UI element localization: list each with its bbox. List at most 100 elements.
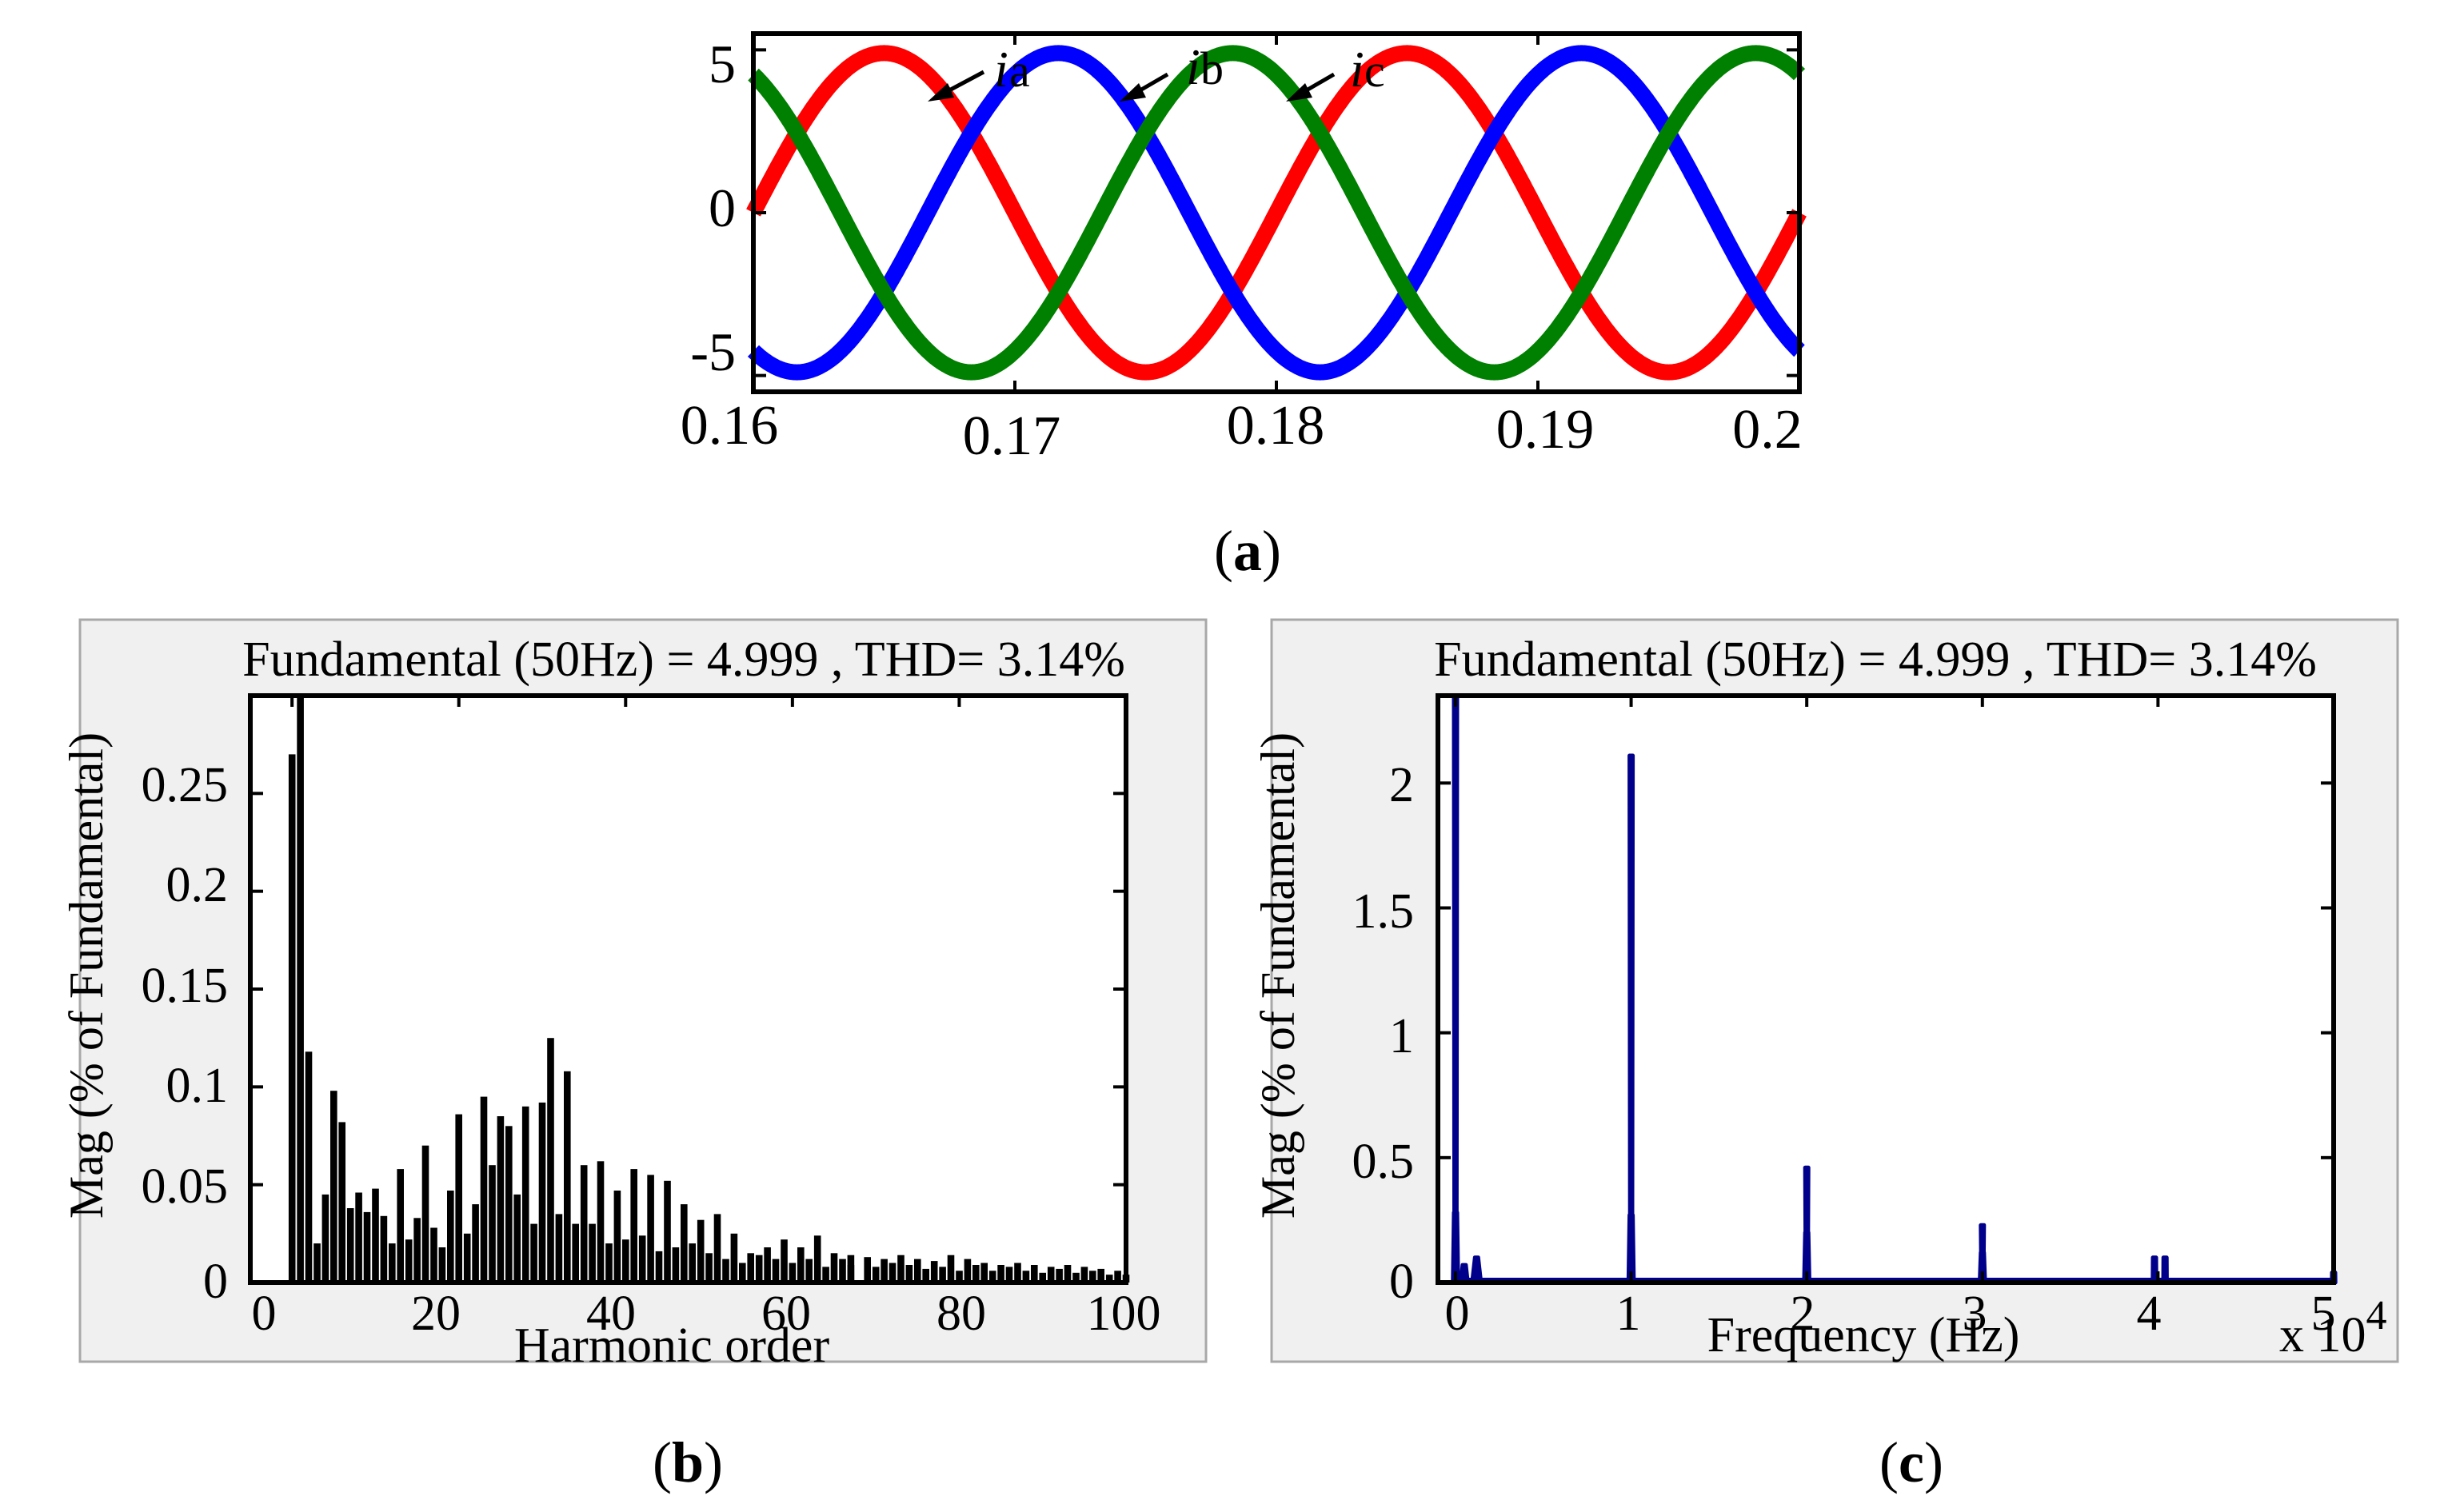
harmonic-bar xyxy=(772,1259,780,1283)
phase-currents xyxy=(746,45,1807,381)
harmonic-bar xyxy=(530,1223,537,1283)
harmonic-bar xyxy=(747,1253,754,1283)
harmonic-bar xyxy=(1031,1265,1038,1283)
x-axis-label: Harmonic order xyxy=(514,1319,830,1373)
x-tick-label: 1 xyxy=(1616,1287,1641,1341)
harmonic-bar xyxy=(463,1233,471,1283)
series-line-ib xyxy=(746,45,1807,381)
harmonic-bar xyxy=(689,1243,696,1283)
harmonic-bar xyxy=(681,1204,688,1283)
label-ia: i xyxy=(994,41,1008,98)
harmonic-bar xyxy=(864,1257,871,1283)
harmonic-bar xyxy=(447,1191,454,1283)
caption-b: (b) xyxy=(653,1430,723,1494)
harmonic-bar xyxy=(589,1223,596,1283)
y-tick-label: 0.25 xyxy=(142,758,229,812)
harmonic-bar xyxy=(430,1227,437,1283)
harmonic-bar xyxy=(564,1071,571,1283)
harmonic-bar xyxy=(580,1165,588,1283)
harmonic-bar xyxy=(655,1251,663,1283)
harmonic-bar xyxy=(905,1265,913,1283)
caption-b-letter: b xyxy=(672,1430,704,1494)
y-tick-label: -5 xyxy=(690,321,736,382)
y-axis-label: Mag (% of Fundamental) xyxy=(60,732,113,1219)
tick-marks xyxy=(1438,696,2335,1284)
harmonic-bar xyxy=(755,1255,763,1283)
harmonic-bar xyxy=(897,1255,905,1283)
x-tick-label: 0.16 xyxy=(681,395,779,457)
harmonic-bar xyxy=(813,1235,821,1283)
annotation-ia: i a xyxy=(928,41,1030,102)
harmonic-bar xyxy=(1056,1268,1063,1283)
x-tick-label: 40 xyxy=(586,1287,636,1341)
spectrum-peak xyxy=(1452,693,1460,1285)
harmonic-bar xyxy=(1014,1263,1021,1283)
caption-c-letter: c xyxy=(1899,1430,1924,1494)
harmonic-bar xyxy=(980,1263,988,1283)
spectrum-peak xyxy=(1470,1255,1484,1285)
harmonic-bar xyxy=(722,1259,729,1283)
harmonic-bar xyxy=(1089,1271,1096,1283)
caption-a-letter: a xyxy=(1233,519,1262,583)
y-tick-label: 0 xyxy=(709,178,736,238)
harmonic-bar xyxy=(455,1114,462,1283)
harmonic-bar xyxy=(713,1214,721,1283)
harmonic-bar xyxy=(405,1239,413,1283)
harmonic-bar xyxy=(605,1243,613,1283)
harmonic-bar xyxy=(547,1038,554,1283)
label-ib: i xyxy=(1186,38,1200,95)
tick-marks xyxy=(752,34,1801,392)
harmonic-bar xyxy=(964,1259,972,1283)
tick-marks xyxy=(250,696,1128,1284)
annotation-ic: i c xyxy=(1286,41,1385,102)
x-tick-label: 0 xyxy=(1445,1287,1470,1341)
harmonic-bar xyxy=(397,1169,404,1283)
harmonic-bar xyxy=(597,1161,605,1283)
caption-c: (c) xyxy=(1879,1430,1943,1494)
harmonic-bar xyxy=(622,1239,629,1283)
plot-area xyxy=(250,696,1126,1283)
x-tick-label: 4 xyxy=(2137,1287,2162,1341)
harmonic-bar xyxy=(1064,1265,1072,1283)
harmonic-bar xyxy=(739,1263,746,1283)
y-tick-label: 0.15 xyxy=(142,959,229,1013)
panel-b-harmonic-spectrum: Fundamental (50Hz) = 4.999 , THD= 3.14% … xyxy=(60,618,1208,1494)
spectrum-peak xyxy=(1459,1263,1470,1285)
harmonic-bar xyxy=(472,1204,479,1283)
harmonic-bar xyxy=(480,1096,488,1283)
x-multiplier-base: x 10 xyxy=(2279,1308,2366,1362)
y-tick-label: 2 xyxy=(1389,758,1414,812)
harmonic-bar xyxy=(555,1214,563,1283)
label-ic: i xyxy=(1350,41,1364,98)
harmonic-bar xyxy=(288,754,296,1283)
harmonic-bar xyxy=(939,1267,946,1283)
harmonic-bars xyxy=(288,696,1130,1283)
harmonic-bar xyxy=(355,1192,362,1283)
caption-a: (a) xyxy=(1214,519,1281,583)
harmonic-bar xyxy=(672,1247,680,1283)
harmonic-bar xyxy=(889,1263,897,1283)
x-tick-label: 0.2 xyxy=(1732,399,1803,461)
harmonic-bar xyxy=(664,1180,671,1283)
y-tick-label: 1.5 xyxy=(1352,884,1415,939)
harmonic-bar xyxy=(1047,1267,1055,1283)
harmonic-bar xyxy=(1080,1267,1088,1283)
harmonic-bar xyxy=(1105,1275,1113,1283)
x-tick-label: 5 xyxy=(2311,1287,2336,1341)
y-tick-label: 0.2 xyxy=(166,858,229,912)
harmonic-bar xyxy=(781,1239,788,1283)
series-line-ia xyxy=(746,45,1807,381)
x-multiplier-label: x 104 xyxy=(2279,1293,2387,1362)
harmonic-bar xyxy=(321,1194,329,1283)
harmonic-bar xyxy=(338,1122,345,1283)
harmonic-bar xyxy=(1114,1271,1121,1283)
harmonic-bar xyxy=(922,1268,929,1283)
harmonic-bar xyxy=(930,1261,938,1283)
harmonic-bar xyxy=(363,1211,371,1283)
panel-c-frequency-spectrum: Fundamental (50Hz) = 4.999 , THD= 3.14% … xyxy=(1252,618,2399,1494)
harmonic-bar xyxy=(972,1265,980,1283)
label-ic-sub: c xyxy=(1364,45,1385,97)
x-tick-label: 0.19 xyxy=(1496,399,1595,461)
x-tick-label: 0 xyxy=(252,1287,277,1341)
harmonic-bar xyxy=(1039,1272,1046,1283)
